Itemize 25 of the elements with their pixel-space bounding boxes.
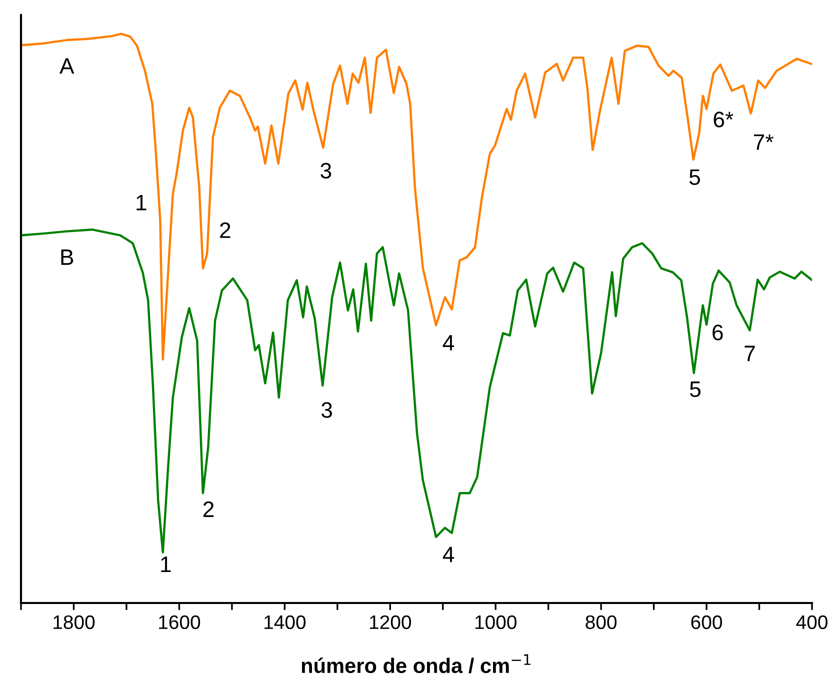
x-tick-label: 600 bbox=[691, 615, 722, 630]
annotation: 2 bbox=[203, 501, 214, 517]
annotation: 2 bbox=[220, 222, 230, 238]
annotation: 3 bbox=[321, 402, 332, 418]
x-tick-label: 400 bbox=[796, 615, 828, 630]
annotation: 4 bbox=[442, 335, 454, 350]
annotation: 6* bbox=[714, 112, 734, 128]
x-tick-label: 1800 bbox=[54, 615, 95, 630]
x-tick-label: 1200 bbox=[370, 615, 412, 630]
annotation: 1 bbox=[161, 556, 171, 572]
series-label: A bbox=[60, 58, 74, 74]
annotation: 7 bbox=[744, 346, 755, 362]
series-label: B bbox=[61, 250, 74, 265]
x-tick-label: 1600 bbox=[159, 615, 200, 630]
x-tick-label: 1000 bbox=[475, 615, 516, 630]
annotation: 6 bbox=[712, 324, 723, 340]
annotation: 1 bbox=[136, 195, 146, 210]
annotation: 5 bbox=[689, 169, 700, 185]
x-tick-label: 1400 bbox=[264, 615, 306, 630]
annotation: 7* bbox=[754, 134, 774, 150]
annotation: 5 bbox=[690, 382, 701, 398]
x-axis-title: número de onda / cm$^{−1}$ bbox=[302, 654, 530, 674]
annotation: 4 bbox=[442, 546, 454, 562]
annotation: 3 bbox=[320, 162, 332, 179]
x-tick-label: 800 bbox=[586, 615, 617, 630]
